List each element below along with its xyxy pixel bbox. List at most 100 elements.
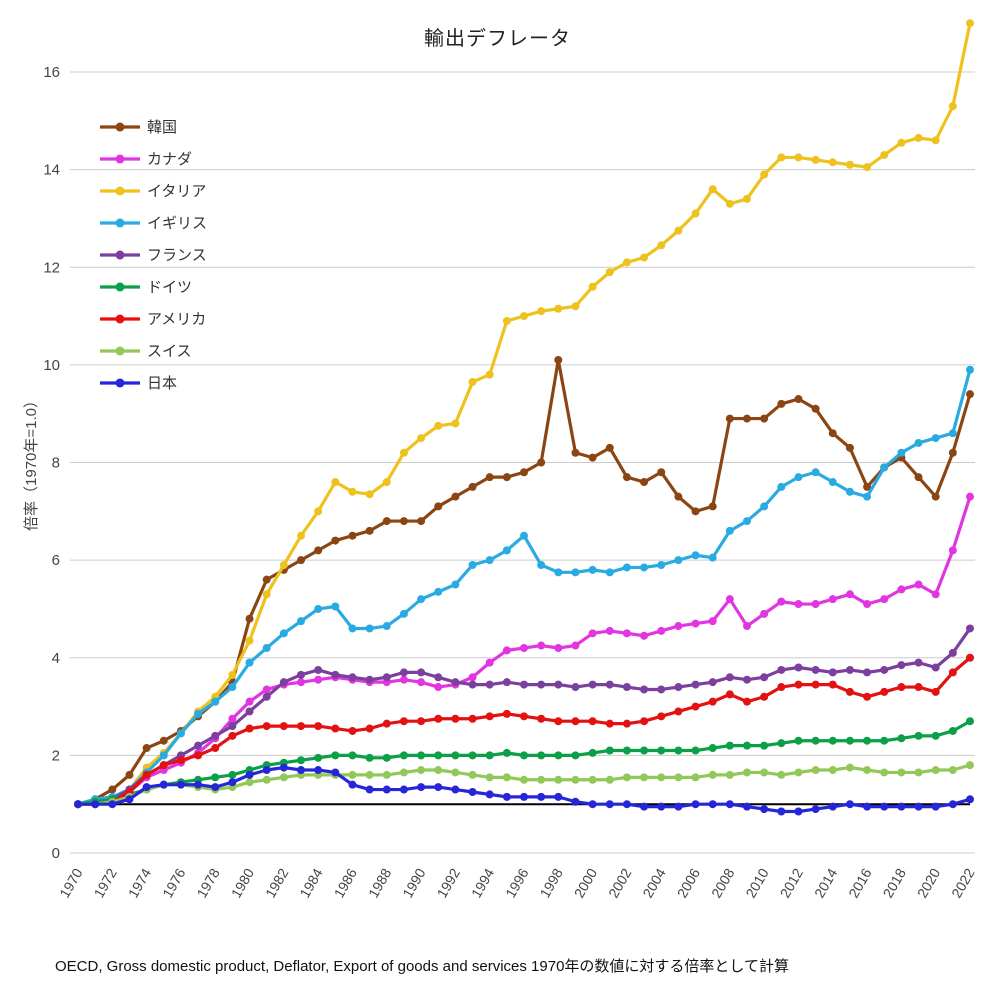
- data-point: [811, 404, 820, 413]
- data-point: [228, 714, 237, 723]
- data-point: [777, 597, 786, 606]
- x-tick-label: 2004: [639, 865, 669, 900]
- data-point: [811, 600, 820, 609]
- data-point: [571, 683, 580, 692]
- data-point: [760, 170, 769, 179]
- data-point: [622, 773, 631, 782]
- data-point: [605, 719, 614, 728]
- data-point: [605, 800, 614, 809]
- data-point: [743, 675, 751, 684]
- x-tick-label: 2018: [880, 865, 910, 900]
- data-point: [743, 194, 751, 203]
- data-point: [297, 678, 305, 687]
- data-point: [863, 163, 872, 172]
- data-point: [537, 751, 546, 760]
- data-point: [743, 697, 751, 706]
- data-point: [674, 683, 683, 692]
- data-point: [828, 595, 837, 604]
- data-point: [691, 209, 700, 218]
- data-point: [399, 609, 408, 618]
- x-tick-label: 1972: [90, 865, 120, 900]
- data-point: [605, 626, 614, 635]
- data-point: [931, 663, 940, 672]
- data-point: [657, 468, 666, 477]
- data-point: [365, 490, 374, 499]
- data-point: [725, 595, 734, 604]
- data-point: [382, 478, 391, 487]
- data-point: [451, 678, 460, 687]
- data-point: [948, 648, 957, 657]
- x-tick-label: 2008: [708, 865, 738, 900]
- data-point: [897, 138, 906, 147]
- data-point: [794, 153, 803, 162]
- data-point: [245, 724, 254, 733]
- data-point: [554, 717, 563, 726]
- data-point: [794, 768, 803, 777]
- data-point: [691, 746, 700, 755]
- data-point: [811, 468, 820, 477]
- x-tick-label: 1984: [296, 865, 326, 900]
- data-point: [948, 726, 957, 735]
- data-point: [211, 783, 220, 792]
- data-point: [228, 670, 237, 679]
- data-point: [262, 643, 271, 652]
- data-point: [588, 680, 597, 689]
- data-point: [74, 800, 82, 809]
- legend-label: フランス: [147, 247, 207, 264]
- data-point: [194, 741, 203, 750]
- data-point: [520, 712, 528, 721]
- data-point: [399, 668, 408, 677]
- legend-label: イタリア: [147, 183, 206, 200]
- data-point: [640, 773, 649, 782]
- data-point: [845, 443, 854, 452]
- data-point: [502, 792, 511, 801]
- data-point: [760, 805, 769, 814]
- data-point: [760, 502, 769, 511]
- data-point: [708, 744, 717, 753]
- data-point: [211, 697, 220, 706]
- data-point: [914, 580, 923, 589]
- data-point: [502, 316, 511, 325]
- data-point: [657, 712, 666, 721]
- data-point: [194, 709, 203, 718]
- data-point: [468, 673, 477, 682]
- data-point: [760, 741, 769, 750]
- legend-marker: [115, 282, 125, 292]
- data-point: [657, 241, 666, 250]
- data-point: [485, 658, 494, 667]
- data-point: [743, 414, 751, 423]
- data-point: [399, 517, 408, 526]
- data-point: [863, 802, 872, 811]
- data-point: [588, 629, 597, 638]
- data-point: [845, 160, 854, 169]
- data-point: [640, 717, 649, 726]
- y-tick-label: 4: [52, 650, 60, 667]
- data-point: [622, 258, 631, 267]
- data-point: [228, 778, 237, 787]
- data-point: [451, 492, 460, 501]
- data-point: [966, 624, 974, 633]
- data-point: [571, 717, 580, 726]
- data-point: [554, 775, 563, 784]
- data-point: [399, 751, 408, 760]
- data-point: [931, 766, 940, 775]
- data-point: [948, 766, 957, 775]
- data-point: [760, 692, 769, 701]
- data-point: [743, 622, 751, 631]
- data-point: [228, 731, 237, 740]
- data-point: [708, 770, 717, 779]
- data-point: [948, 429, 957, 438]
- series-line: [76, 719, 972, 806]
- data-point: [159, 736, 168, 745]
- data-point: [880, 665, 889, 674]
- data-point: [725, 526, 734, 535]
- data-point: [640, 478, 649, 487]
- data-point: [485, 790, 494, 799]
- data-point: [520, 468, 528, 477]
- data-point: [828, 802, 837, 811]
- data-point: [434, 714, 443, 723]
- data-point: [777, 683, 786, 692]
- data-point: [279, 678, 288, 687]
- x-tick-label: 2014: [811, 865, 841, 900]
- data-point: [399, 768, 408, 777]
